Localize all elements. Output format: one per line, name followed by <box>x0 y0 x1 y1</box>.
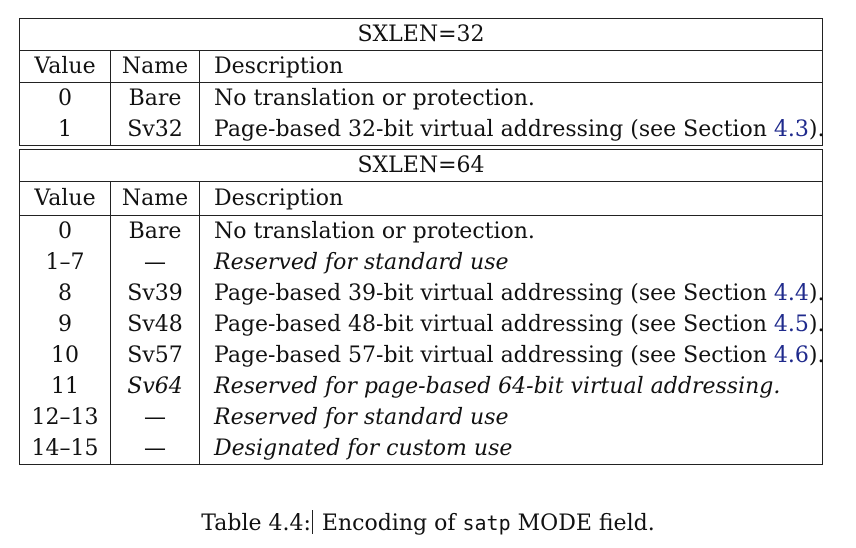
header-description: Description <box>199 181 823 216</box>
cell-description: Page-based 48-bit virtual addressing (se… <box>199 309 825 340</box>
cell-value: 9 <box>19 309 111 340</box>
desc-text: ). <box>808 117 825 142</box>
cell-description: Page-based 57-bit virtual addressing (se… <box>199 340 825 371</box>
caption-code: satp <box>462 511 511 535</box>
cell-name: — <box>110 433 200 465</box>
cell-name: Bare <box>110 215 200 247</box>
cell-value: 11 <box>19 371 111 402</box>
header-value: Value <box>19 50 111 83</box>
cell-value: 1 <box>19 114 111 146</box>
section-link[interactable]: 4.4 <box>773 281 809 306</box>
cell-value: 10 <box>19 340 111 371</box>
desc-text: ). <box>808 343 825 368</box>
cell-description: No translation or protection. <box>199 82 823 114</box>
section-link[interactable]: 4.5 <box>773 312 809 337</box>
cell-name: — <box>110 402 200 433</box>
table-row: 1–7 — Reserved for standard use <box>19 247 823 278</box>
cell-description: Page-based 39-bit virtual addressing (se… <box>199 278 825 309</box>
cell-description: Reserved for standard use <box>199 402 823 433</box>
cell-value: 14–15 <box>19 433 111 465</box>
header-description: Description <box>199 50 823 83</box>
table-row: 1 Sv32 Page-based 32-bit virtual address… <box>19 114 825 146</box>
cell-description: Reserved for standard use <box>199 247 823 278</box>
table-row: 0 Bare No translation or protection. <box>19 215 823 247</box>
cell-name: Bare <box>110 82 200 114</box>
table-row: 11 Sv64 Reserved for page-based 64-bit v… <box>19 371 823 402</box>
table-row: 14–15 — Designated for custom use <box>19 433 823 465</box>
table-title: SXLEN=64 <box>19 149 823 182</box>
header-name: Name <box>110 50 200 83</box>
header-value: Value <box>19 181 111 216</box>
cell-name: — <box>110 247 200 278</box>
desc-text: Page-based 48-bit virtual addressing (se… <box>214 312 774 337</box>
cell-description: No translation or protection. <box>199 215 823 247</box>
desc-text: Page-based 57-bit virtual addressing (se… <box>214 343 774 368</box>
caption-text: Encoding of <box>314 511 463 536</box>
cell-value: 8 <box>19 278 111 309</box>
sxlen64-table: SXLEN=64 Value Name Description 0 Bare N… <box>19 149 825 465</box>
desc-text: Page-based 39-bit virtual addressing (se… <box>214 281 774 306</box>
caption-label: Table 4.4: <box>201 511 311 536</box>
table-row: 9 Sv48 Page-based 48-bit virtual address… <box>19 309 825 340</box>
desc-text: ). <box>808 281 825 306</box>
desc-text: Page-based 32-bit virtual addressing (se… <box>214 117 774 142</box>
section-link[interactable]: 4.3 <box>773 117 809 142</box>
cell-value: 1–7 <box>19 247 111 278</box>
caption-text: MODE field. <box>510 511 655 536</box>
table-caption: Table 4.4: Encoding of satp MODE field. <box>0 510 856 536</box>
header-name: Name <box>110 181 200 216</box>
cell-name: Sv48 <box>110 309 200 340</box>
cell-description: Reserved for page-based 64-bit virtual a… <box>199 371 823 402</box>
sxlen32-table: SXLEN=32 Value Name Description 0 Bare N… <box>19 18 825 146</box>
cell-name: Sv64 <box>110 371 200 402</box>
table-title: SXLEN=32 <box>19 18 823 51</box>
cell-value: 0 <box>19 215 111 247</box>
cell-value: 12–13 <box>19 402 111 433</box>
section-link[interactable]: 4.6 <box>773 343 809 368</box>
cell-value: 0 <box>19 82 111 114</box>
table-row: 12–13 — Reserved for standard use <box>19 402 823 433</box>
table-row: 10 Sv57 Page-based 57-bit virtual addres… <box>19 340 825 371</box>
table-row: 8 Sv39 Page-based 39-bit virtual address… <box>19 278 825 309</box>
cell-name: Sv57 <box>110 340 200 371</box>
desc-text: ). <box>808 312 825 337</box>
cell-description: Page-based 32-bit virtual addressing (se… <box>199 114 825 146</box>
text-cursor <box>311 510 313 534</box>
cell-description: Designated for custom use <box>199 433 823 465</box>
table-row: 0 Bare No translation or protection. <box>19 82 823 114</box>
cell-name: Sv32 <box>110 114 200 146</box>
cell-name: Sv39 <box>110 278 200 309</box>
